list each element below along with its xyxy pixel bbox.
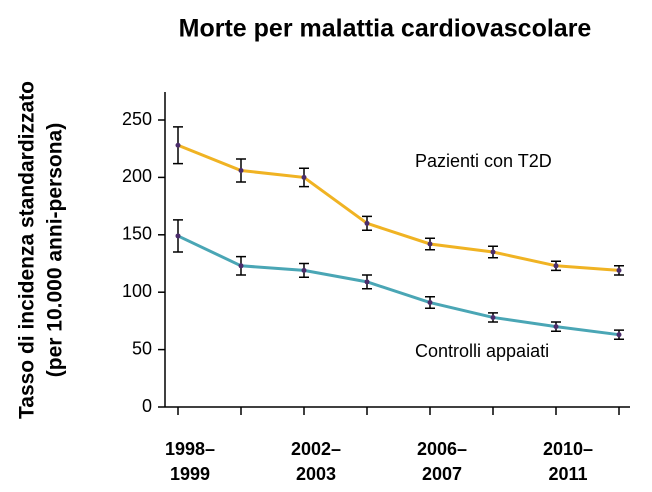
y-label-line: (per 10.000 anni-persona) xyxy=(44,123,67,377)
marker xyxy=(553,263,559,269)
x-tick-label: 2002– xyxy=(291,439,341,459)
marker xyxy=(427,300,433,306)
marker xyxy=(490,314,496,320)
marker xyxy=(364,279,370,285)
marker xyxy=(364,220,370,226)
marker xyxy=(553,324,559,330)
marker xyxy=(427,241,433,247)
x-tick-label: 2010– xyxy=(543,439,593,459)
y-tick-label: 150 xyxy=(122,224,152,244)
marker xyxy=(238,168,244,174)
marker xyxy=(175,233,181,239)
marker xyxy=(490,249,496,255)
chart-title: Morte per malattia cardiovascolare xyxy=(179,15,592,43)
x-tick-label: 1999 xyxy=(170,464,210,484)
y-label: Tasso di incidenza standardizzato (per 1… xyxy=(16,81,67,419)
y-tick-label: 250 xyxy=(122,109,152,129)
x-tick-label: 2006– xyxy=(417,439,467,459)
x-tick-label: 2007 xyxy=(422,464,462,484)
marker xyxy=(301,174,307,180)
marker xyxy=(616,267,622,273)
marker xyxy=(175,142,181,148)
series-line xyxy=(177,143,620,272)
x-tick-label: 2011 xyxy=(548,464,587,484)
marker xyxy=(301,267,307,273)
y-tick-label: 200 xyxy=(122,166,152,186)
series-annotation: Pazienti con T2D xyxy=(415,151,552,171)
series-annotation: Controlli appaiati xyxy=(415,341,549,361)
y-label-line: Tasso di incidenza standardizzato xyxy=(16,81,39,419)
x-tick-label: 1998– xyxy=(165,439,215,459)
marker xyxy=(616,332,622,338)
x-tick-label: 2003 xyxy=(296,464,336,484)
y-tick-label: 0 xyxy=(142,396,152,416)
y-tick-label: 50 xyxy=(132,338,152,358)
series-line xyxy=(177,234,620,337)
y-tick-label: 100 xyxy=(122,281,152,301)
marker xyxy=(238,263,244,269)
